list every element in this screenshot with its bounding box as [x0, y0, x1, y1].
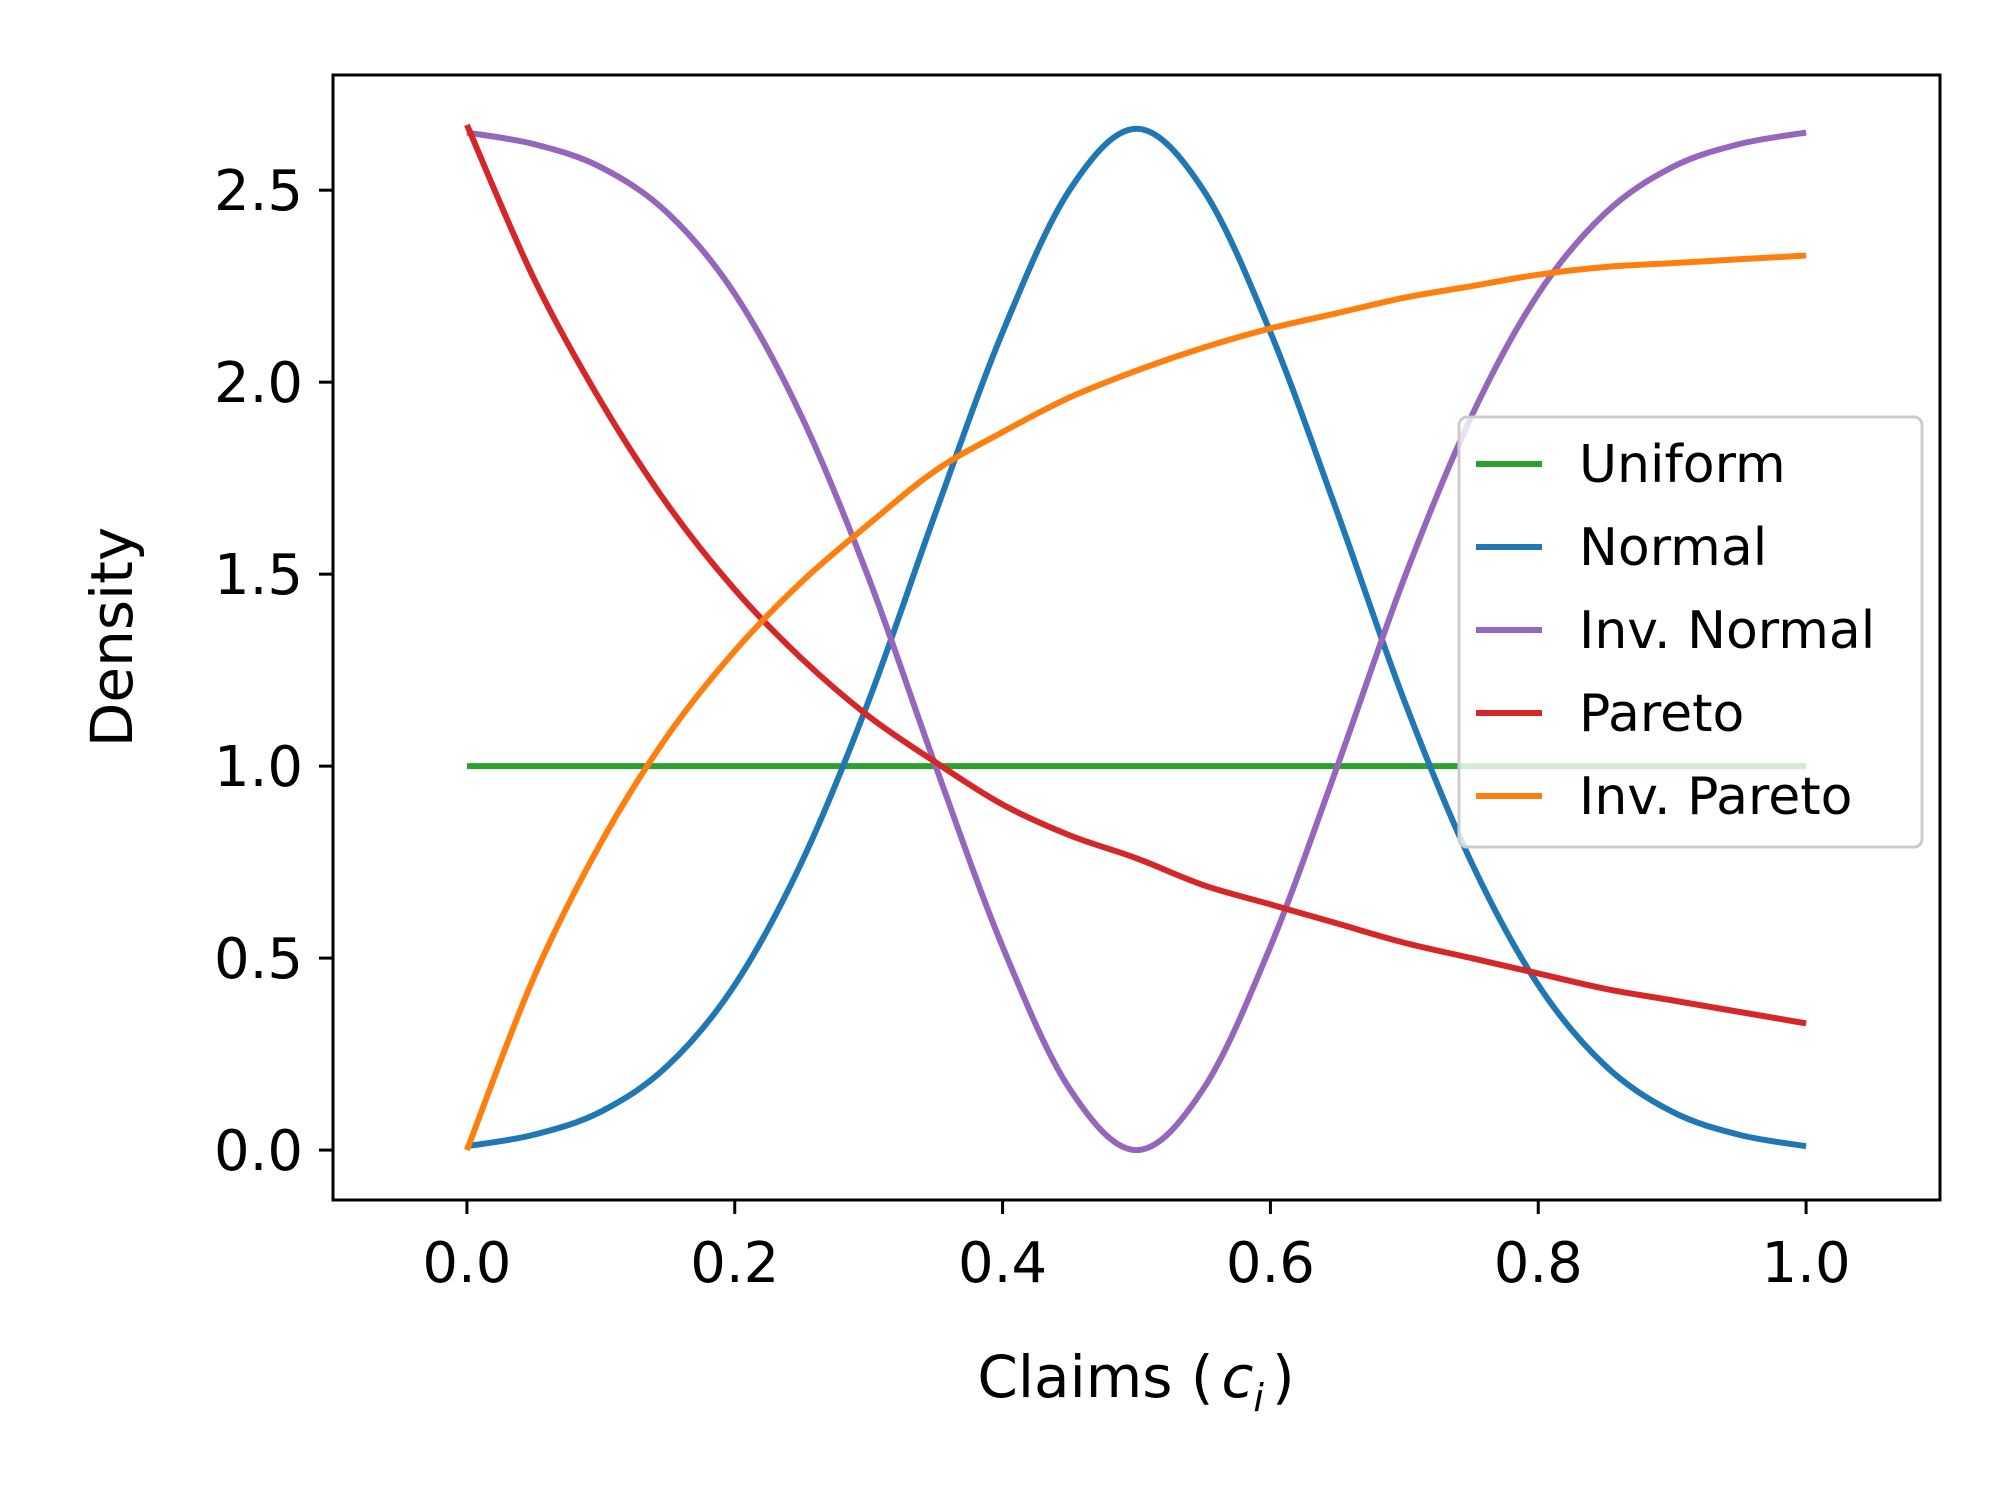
series-line-2: [466, 129, 1807, 1154]
x-axis-label-close: ): [1272, 1343, 1295, 1411]
legend-box: [1457, 415, 1924, 849]
y-axis: 0.0 0.5 1.0 1.5 2.0 2.5: [214, 159, 333, 1184]
y-tick-label-2: 1.0: [214, 735, 303, 800]
series-line-4: [464, 252, 1807, 1152]
x-axis-label: Claims (ci): [977, 1343, 1294, 1420]
x-tick-label-0: 0.0: [422, 1231, 511, 1296]
x-tick-label-5: 1.0: [1762, 1231, 1851, 1296]
y-tick-label-1: 0.5: [214, 927, 303, 992]
x-axis-label-symbol: c: [1221, 1343, 1253, 1411]
x-axis-label-text: Claims (: [977, 1343, 1213, 1411]
y-tick-label-4: 2.0: [214, 351, 303, 416]
legend-label-2: Inv. Normal: [1579, 601, 1875, 661]
y-tick-label-5: 2.5: [214, 159, 303, 224]
series-line-3: [464, 123, 1807, 1027]
legend-label-1: Normal: [1579, 518, 1767, 578]
legend-label-0: Uniform: [1579, 435, 1786, 495]
x-tick-label-2: 0.4: [958, 1231, 1047, 1296]
y-axis-label: Density: [78, 527, 146, 748]
legend-label-3: Pareto: [1579, 684, 1744, 744]
x-tick-label-3: 0.6: [1226, 1231, 1315, 1296]
x-axis: 0.0 0.2 0.4 0.6 0.8 1.0: [422, 1200, 1851, 1296]
y-tick-label-0: 0.0: [214, 1119, 303, 1184]
series-line-1: [466, 125, 1807, 1150]
x-tick-label-1: 0.2: [690, 1231, 779, 1296]
x-axis-label-subscript: i: [1253, 1376, 1264, 1420]
legend-label-4: Inv. Pareto: [1579, 767, 1852, 827]
plot-frame: [331, 73, 1942, 1202]
x-tick-label-4: 0.8: [1494, 1231, 1583, 1296]
legend: Uniform Normal Inv. Normal Pareto Inv. Paret…: [1457, 415, 1924, 849]
series-layer: [464, 123, 1807, 1154]
y-tick-label-3: 1.5: [214, 543, 303, 608]
